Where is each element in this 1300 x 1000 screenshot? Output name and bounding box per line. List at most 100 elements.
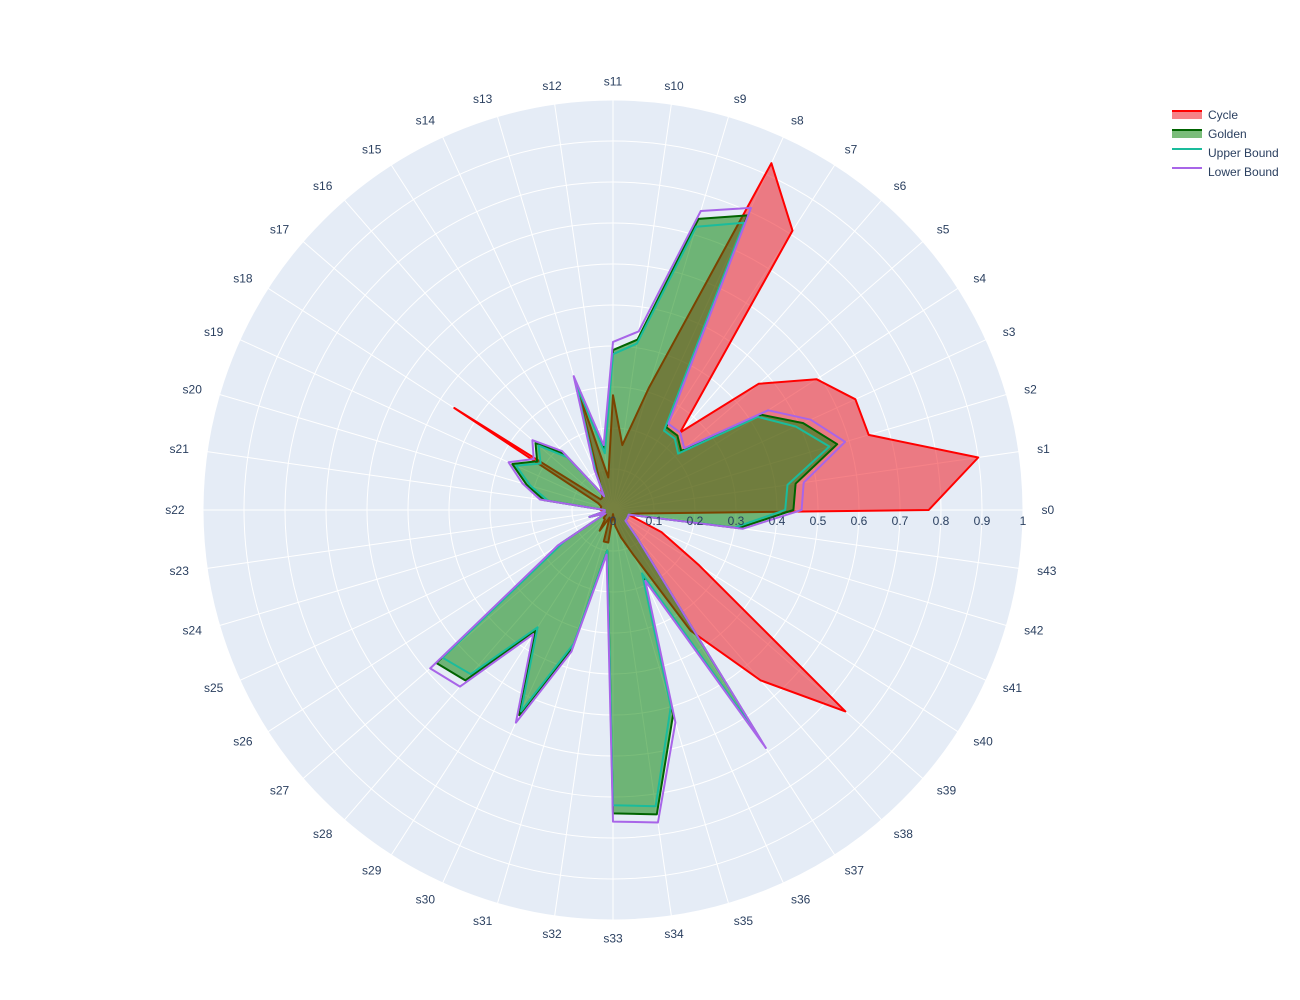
data-point-golden-s17 [534, 442, 537, 444]
data-point-lower-bound-s17 [531, 439, 534, 441]
legend-label-upper-bound: Upper Bound [1208, 146, 1279, 160]
radial-tick-0_7: 0.7 [892, 514, 909, 528]
data-point-lower-bound-s36 [644, 580, 647, 582]
data-point-lower-bound-s40 [626, 518, 628, 520]
angular-tick-s21: s21 [170, 442, 190, 456]
radial-tick-1: 1 [1020, 514, 1027, 528]
data-point-upper-bound-s32 [606, 550, 608, 552]
angular-tick-s37: s37 [845, 863, 865, 877]
data-point-cycle-s7 [791, 230, 794, 232]
data-point-lower-bound-s30 [515, 722, 517, 724]
data-point-upper-bound-s2 [828, 445, 831, 448]
data-point-lower-bound-s33 [612, 821, 614, 823]
radial-tick-0_8: 0.8 [933, 514, 950, 528]
angular-tick-s15: s15 [362, 143, 382, 157]
legend-item-upper-bound[interactable]: Upper Bound [1172, 146, 1279, 160]
data-point-lower-bound-s22 [604, 509, 606, 511]
data-point-lower-bound-s8 [750, 207, 752, 209]
data-point-golden-s34 [656, 813, 658, 816]
data-point-lower-bound-s2 [844, 441, 846, 443]
legend[interactable]: Cycle Golden Upper Bound Lower Bound [1172, 108, 1279, 179]
data-point-lower-bound-s43 [742, 528, 744, 530]
data-point-upper-bound-s0 [784, 509, 786, 511]
angular-tick-s40: s40 [973, 735, 993, 749]
data-point-lower-bound-s5 [683, 447, 685, 449]
data-point-lower-bound-s6 [679, 431, 681, 434]
data-point-lower-bound-s39 [624, 520, 627, 522]
legend-label-cycle: Cycle [1208, 108, 1238, 122]
radial-tick-0_1: 0.1 [646, 514, 663, 528]
legend-label-lower-bound: Lower Bound [1208, 165, 1279, 179]
angular-gridline [554, 509, 614, 916]
data-point-cycle-s2 [868, 434, 870, 436]
legend-item-cycle[interactable]: Cycle [1172, 108, 1238, 122]
angular-tick-s0: s0 [1042, 503, 1055, 517]
data-point-lower-bound-s27 [429, 667, 431, 670]
data-point-lower-bound-s11 [612, 341, 614, 343]
data-point-cycle-s8 [770, 162, 773, 164]
data-point-lower-bound-s19 [508, 461, 510, 463]
angular-gridline [612, 509, 987, 681]
legend-item-golden[interactable]: Golden [1172, 127, 1247, 141]
data-point-lower-bound-s31 [570, 651, 573, 653]
data-point-upper-bound-s10 [636, 343, 638, 345]
angular-tick-s11: s11 [604, 75, 623, 89]
angular-tick-s32: s32 [542, 927, 562, 941]
data-point-golden-s29 [534, 630, 537, 632]
data-point-lower-bound-s9 [700, 210, 702, 212]
data-point-lower-bound-s23 [604, 510, 606, 512]
angular-tick-s38: s38 [894, 827, 914, 841]
data-point-lower-bound-s7 [667, 423, 670, 425]
angular-gridline [207, 509, 614, 569]
angular-tick-s42: s42 [1024, 624, 1044, 638]
radial-tick-0_6: 0.6 [851, 514, 868, 528]
data-point-lower-bound-s14 [593, 468, 595, 470]
data-point-lower-bound-s0 [801, 509, 803, 511]
angular-tick-s29: s29 [362, 863, 382, 877]
data-point-lower-bound-s34 [657, 821, 659, 824]
data-point-lower-bound-s16 [561, 450, 563, 452]
data-point-golden-s18 [536, 460, 538, 462]
data-point-lower-bound-s24 [588, 516, 591, 518]
angular-tick-s35: s35 [734, 914, 754, 928]
data-point-cycle-s0 [928, 509, 930, 511]
data-point-cycle-s18 [453, 407, 455, 409]
angular-tick-s30: s30 [416, 893, 436, 907]
data-point-upper-bound-s19 [515, 465, 517, 467]
data-point-cycle-s39 [844, 710, 847, 713]
angular-tick-s22: s22 [165, 503, 185, 517]
data-point-upper-bound-s5 [677, 453, 679, 455]
data-point-upper-bound-s7 [663, 430, 665, 432]
data-point-upper-bound-s34 [655, 805, 657, 807]
angular-tick-s31: s31 [473, 914, 493, 928]
data-point-upper-bound-s18 [540, 462, 542, 465]
angular-tick-s16: s16 [313, 179, 333, 193]
angular-tick-s6: s6 [894, 179, 907, 193]
series-traces [429, 162, 980, 824]
data-point-lower-bound-s10 [638, 330, 640, 332]
data-point-upper-bound-s29 [537, 626, 539, 628]
angular-gridline [239, 509, 614, 681]
data-point-upper-bound-s1 [786, 484, 789, 486]
angular-tick-s18: s18 [233, 271, 253, 285]
angular-tick-s7: s7 [845, 143, 858, 157]
data-point-cycle-s41 [660, 531, 663, 533]
legend-item-lower-bound[interactable]: Lower Bound [1172, 165, 1279, 179]
data-point-lower-bound-s25 [604, 512, 607, 515]
angular-tick-s39: s39 [937, 784, 957, 798]
data-point-cycle-s38 [760, 679, 762, 682]
data-point-lower-bound-s26 [557, 544, 559, 547]
angular-tick-s43: s43 [1037, 564, 1057, 578]
data-point-upper-bound-s9 [695, 226, 697, 228]
data-point-golden-s1 [795, 483, 797, 485]
angular-axis-labels: s0 s1 s2 s3 s4 s5 s6 s7 s8 s9 s10 s11 s12 s13 s14 s15 s1… [165, 75, 1057, 946]
angular-tick-s41: s41 [1003, 681, 1023, 695]
data-point-upper-bound-s36 [641, 572, 643, 575]
data-point-lower-bound-s32 [606, 554, 608, 556]
data-point-lower-bound-s29 [532, 633, 534, 635]
data-point-lower-bound-s12 [603, 444, 605, 446]
angular-tick-s25: s25 [204, 681, 224, 695]
data-point-golden-s2 [836, 443, 838, 445]
angular-tick-s13: s13 [473, 92, 493, 106]
data-point-golden-s28 [464, 679, 466, 682]
